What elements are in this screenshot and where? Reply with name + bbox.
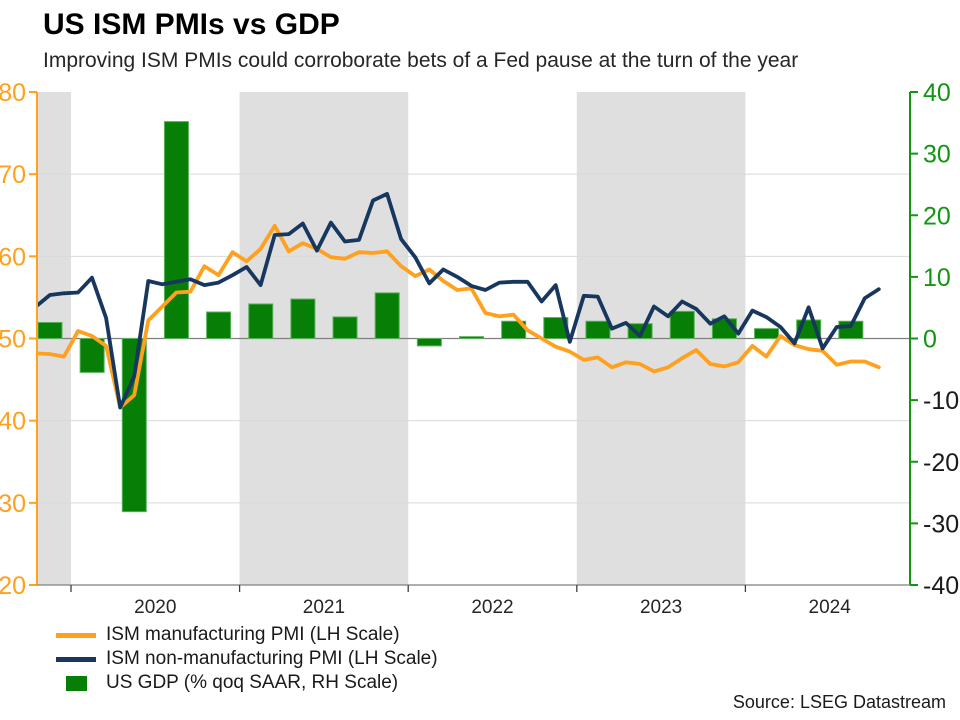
svg-text:-10: -10 xyxy=(923,387,959,415)
svg-text:70: 70 xyxy=(0,161,26,189)
svg-text:60: 60 xyxy=(0,243,26,271)
legend-item-manufacturing: ISM manufacturing PMI (LH Scale) xyxy=(56,623,438,647)
source-note: Source: LSEG Datastream xyxy=(732,692,946,712)
svg-text:-40: -40 xyxy=(923,572,959,600)
legend-label: ISM manufacturing PMI (LH Scale) xyxy=(106,624,400,645)
svg-text:40: 40 xyxy=(923,79,951,107)
non-manufacturing-line-swatch xyxy=(56,656,96,662)
svg-text:0: 0 xyxy=(923,326,937,354)
legend-item-non-manufacturing: ISM non-manufacturing PMI (LH Scale) xyxy=(56,647,438,671)
chart-subtitle: Improving ISM PMIs could corroborate bet… xyxy=(43,49,799,72)
legend: ISM manufacturing PMI (LH Scale) ISM non… xyxy=(56,623,438,695)
legend-item-gdp: US GDP (% qoq SAAR, RH Scale) xyxy=(56,671,438,695)
legend-label: US GDP (% qoq SAAR, RH Scale) xyxy=(106,672,399,693)
svg-text:20: 20 xyxy=(923,202,951,230)
svg-text:2020: 2020 xyxy=(134,597,176,618)
chart-title: US ISM PMIs vs GDP xyxy=(43,8,340,41)
chart-header: US ISM PMIs vs GDP Improving ISM PMIs co… xyxy=(43,8,943,73)
svg-text:20: 20 xyxy=(0,572,26,600)
svg-text:40: 40 xyxy=(0,408,26,436)
svg-text:30: 30 xyxy=(923,141,951,169)
svg-text:2022: 2022 xyxy=(471,597,513,618)
svg-text:80: 80 xyxy=(0,79,26,107)
svg-text:30: 30 xyxy=(0,490,26,518)
gdp-bar-swatch xyxy=(56,675,96,691)
manufacturing-line-swatch xyxy=(56,632,96,638)
legend-label: ISM non-manufacturing PMI (LH Scale) xyxy=(106,648,438,669)
svg-text:50: 50 xyxy=(0,326,26,354)
svg-text:-20: -20 xyxy=(923,449,959,477)
svg-text:2023: 2023 xyxy=(640,597,682,618)
svg-text:2024: 2024 xyxy=(809,597,852,618)
svg-text:10: 10 xyxy=(923,264,951,292)
svg-text:-30: -30 xyxy=(923,510,959,538)
svg-text:2021: 2021 xyxy=(303,597,345,618)
